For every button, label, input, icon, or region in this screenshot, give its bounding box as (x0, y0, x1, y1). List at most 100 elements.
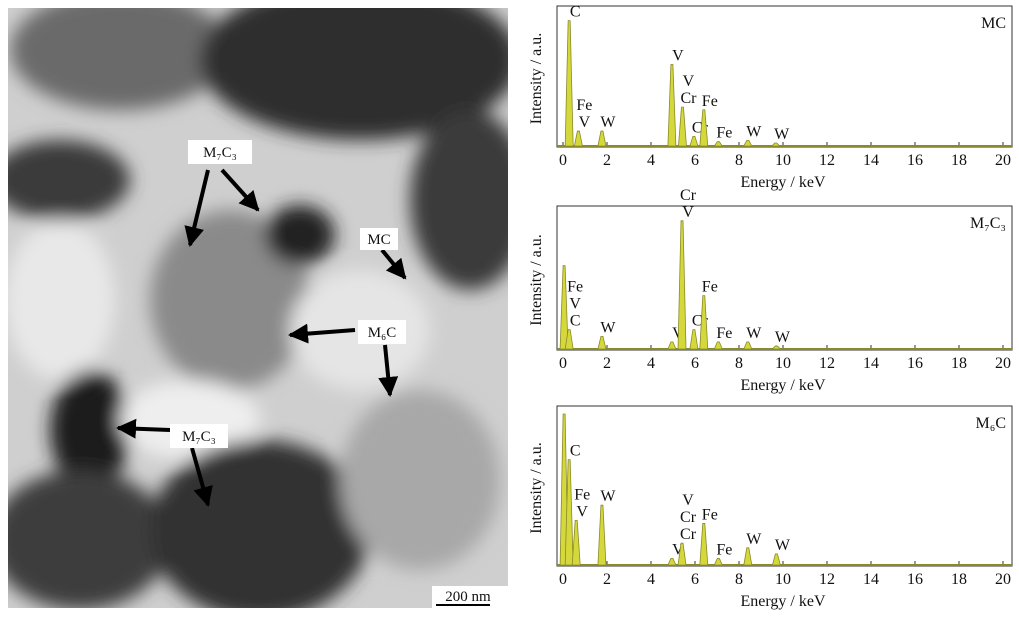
x-axis-label: Energy / keV (740, 593, 825, 610)
x-tick-label: 12 (819, 355, 835, 372)
x-tick-label: 12 (819, 571, 835, 588)
peak-label: Cr (680, 509, 697, 526)
x-tick-label: 4 (647, 571, 655, 588)
figure: M₇C₃ MC M₆C M₇C₃ 200 nm MC Intensity / a.… (0, 0, 1019, 615)
x-tick-label: 0 (559, 152, 567, 169)
peak (668, 342, 676, 349)
x-tick-label: 2 (603, 571, 611, 588)
peak-label: Fe (702, 279, 718, 296)
x-tick-label: 2 (603, 355, 611, 372)
peak (714, 558, 722, 565)
peak-label: V (579, 114, 591, 131)
x-tick-label: 14 (863, 571, 879, 588)
peak (668, 558, 676, 565)
peak (565, 21, 573, 146)
peak-label: V (576, 503, 588, 520)
peak-label: W (746, 325, 762, 342)
peak-label: Cr (680, 90, 697, 107)
peak-label: V (682, 204, 694, 221)
peak-label: C (570, 313, 581, 330)
peak (678, 107, 686, 146)
x-tick-label: 10 (775, 152, 791, 169)
x-tick-label: 8 (735, 355, 743, 372)
peak-label: Fe (574, 486, 590, 503)
peak (690, 136, 698, 146)
peak (598, 505, 606, 565)
page: {"micrograph": {"labels": ["M₇C₃", "MC",… (0, 0, 1019, 620)
peak-label: Fe (702, 506, 718, 523)
x-tick-label: 18 (951, 571, 967, 588)
peak-label: W (775, 537, 791, 554)
peak (744, 548, 752, 565)
peak-label: W (746, 531, 762, 548)
peak (714, 142, 722, 146)
peak-label: W (775, 329, 791, 346)
x-tick-label: 16 (907, 355, 923, 372)
x-tick-label: 4 (647, 355, 655, 372)
phase-label: M₇C₃ (203, 145, 237, 161)
x-tick-label: 20 (995, 355, 1011, 372)
peak-label: W (774, 126, 790, 143)
scale-bar-label: 200 nm (445, 589, 491, 605)
chart-title: MC (981, 15, 1006, 32)
peak-label: Fe (716, 541, 732, 558)
peak-label: W (600, 319, 616, 336)
peak-label: V (683, 73, 695, 90)
x-tick-label: 20 (995, 571, 1011, 588)
chart-title: M₇C₃ (970, 215, 1006, 232)
x-tick-label: 8 (735, 571, 743, 588)
x-tick-label: 2 (603, 152, 611, 169)
x-tick-label: 10 (775, 355, 791, 372)
x-tick-label: 6 (691, 571, 699, 588)
peak-label: W (746, 123, 762, 140)
peak-label: Fe (576, 97, 592, 114)
peak (700, 296, 708, 349)
peak (714, 342, 722, 349)
peak-label: W (600, 488, 616, 505)
x-tick-label: 0 (559, 355, 567, 372)
x-tick-label: 20 (995, 152, 1011, 169)
peak (772, 143, 780, 146)
x-axis-label: Energy / keV (740, 174, 825, 191)
phase-label: MC (367, 232, 390, 248)
x-tick-label: 6 (691, 152, 699, 169)
phase-label: M₆C (368, 325, 397, 341)
peak (744, 140, 752, 146)
peak-label: Cr (680, 526, 697, 543)
peak (690, 330, 698, 349)
x-tick-label: 18 (951, 355, 967, 372)
peak (574, 131, 582, 146)
x-tick-label: 0 (559, 571, 567, 588)
micrograph: M₇C₃ MC M₆C M₇C₃ 200 nm (0, 0, 530, 615)
y-axis-label: Intensity / a.u. (528, 33, 545, 125)
peak (678, 221, 686, 349)
peak-label: V (672, 48, 684, 65)
phase-label: M₇C₃ (182, 429, 216, 445)
peak (598, 336, 606, 349)
peak (700, 110, 708, 146)
y-axis-label: Intensity / a.u. (528, 234, 545, 326)
chart-title: M₆C (976, 415, 1006, 432)
y-axis-label: Intensity / a.u. (528, 442, 545, 534)
peak (598, 131, 606, 146)
peak (744, 342, 752, 349)
x-axis-label: Energy / keV (740, 377, 825, 394)
x-tick-label: 4 (647, 152, 655, 169)
peak (700, 523, 708, 565)
peak (668, 65, 676, 146)
peak-label: Fe (702, 93, 718, 110)
peak-label: C (570, 4, 581, 21)
peak (772, 554, 780, 565)
peak (772, 346, 780, 349)
peak-label: Fe (716, 125, 732, 142)
peak-label: C (570, 443, 581, 460)
x-tick-label: 14 (863, 355, 879, 372)
peak-label: V (682, 492, 694, 509)
peak (572, 520, 580, 565)
peak-label: V (569, 296, 581, 313)
x-tick-label: 16 (907, 571, 923, 588)
peak-label: Cr (680, 187, 697, 204)
spectra: MC Intensity / a.u. Energy / keV 0 2 4 6 8 10 12 1… (528, 4, 1012, 610)
x-tick-label: 14 (863, 152, 879, 169)
x-tick-label: 18 (951, 152, 967, 169)
